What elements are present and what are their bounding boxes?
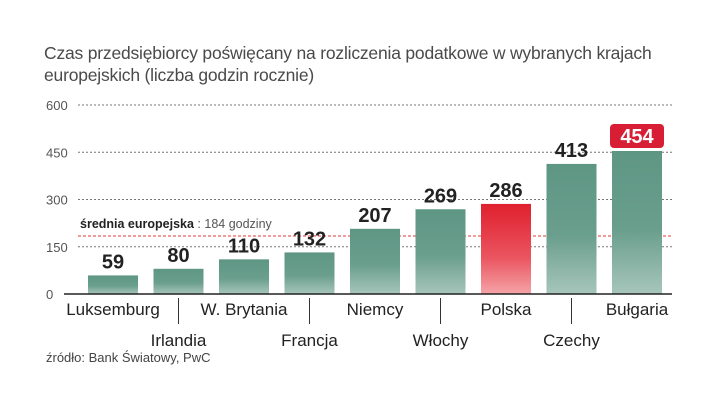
y-tick-label: 0 (46, 287, 53, 302)
y-tick-label: 300 (46, 193, 68, 208)
value-badge (610, 123, 664, 148)
category-label: Irlandia (151, 331, 207, 350)
source-note: źródło: Bank Światowy, PwC (46, 350, 211, 365)
average-reference-label: średnia europejska : 184 godziny (80, 217, 273, 231)
category-label: Francja (281, 331, 338, 350)
category-label: Niemcy (347, 300, 404, 319)
bar-niemcy (350, 228, 400, 294)
value-label: 454 (620, 126, 654, 148)
value-label: 59 (102, 251, 124, 273)
value-label: 207 (358, 205, 391, 227)
bar-irlandia (153, 268, 204, 294)
y-tick-label: 600 (46, 98, 68, 113)
chart-title: Czas przedsiębiorcy poświęcany na rozlic… (44, 43, 652, 85)
category-label: Bułgaria (606, 300, 669, 319)
category-label: Polska (480, 300, 532, 319)
category-label: Luksemburg (66, 300, 160, 319)
category-label: Włochy (413, 331, 469, 350)
bar-bu-garia (612, 150, 662, 294)
value-label: 110 (228, 235, 260, 257)
average-reference-label-bold: średnia europejska (80, 217, 195, 231)
average-reference-label-value: : 184 godziny (194, 217, 273, 231)
bar-luksemburg (88, 275, 138, 294)
value-label: 286 (489, 180, 522, 202)
value-label: 269 (424, 185, 457, 207)
y-tick-label: 450 (46, 145, 68, 160)
value-label: 80 (167, 245, 189, 267)
value-label: 413 (555, 140, 588, 162)
category-label: W. Brytania (201, 300, 288, 319)
value-label: 132 (293, 228, 326, 250)
category-label: Czechy (543, 331, 600, 350)
bar-w-ochy (415, 209, 466, 294)
bar-francja (284, 252, 335, 294)
bar-czechy (546, 163, 597, 294)
bar-polska (481, 203, 531, 294)
bar-w-brytania (219, 259, 269, 294)
y-tick-label: 150 (46, 240, 68, 255)
